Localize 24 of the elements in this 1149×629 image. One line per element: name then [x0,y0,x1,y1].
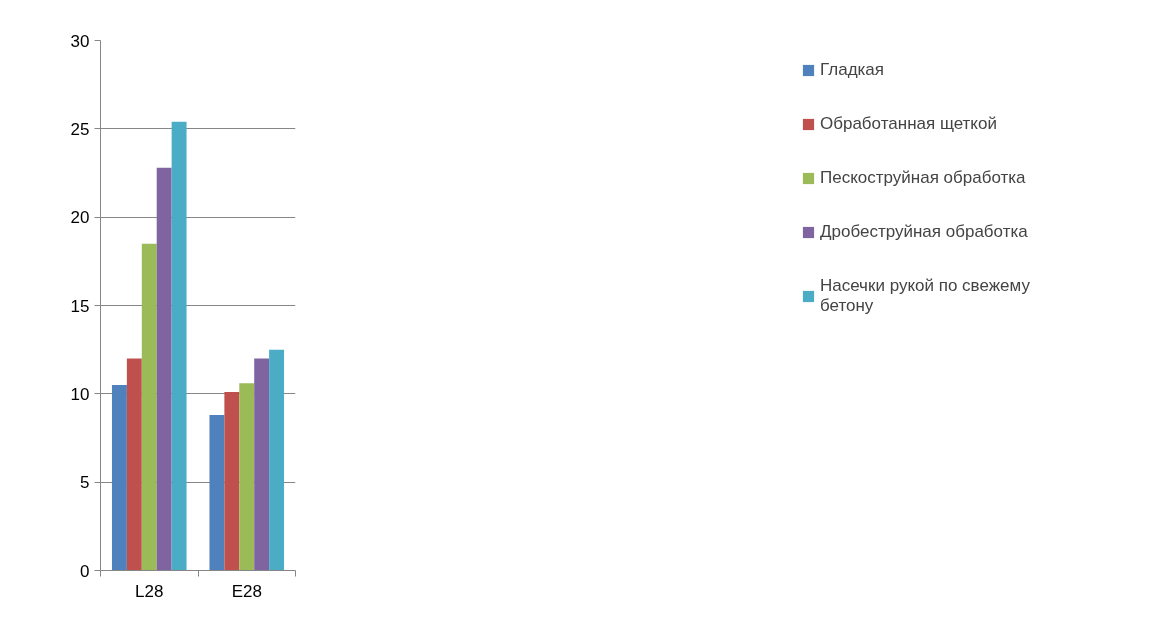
bar [209,415,225,571]
bar [269,349,285,571]
y-tick-label: 15 [70,296,90,316]
legend-label: Обработанная щеткой [820,114,998,134]
y-tick-label: 30 [70,31,90,51]
x-tick-label: L28 [135,581,164,601]
y-tick-label: 10 [70,384,90,404]
bar [171,121,187,571]
bar [126,358,142,571]
legend-label: Гладкая [820,60,885,80]
bar [111,385,127,571]
y-tick-label: 0 [80,561,90,581]
bar [224,392,240,571]
y-tick-label: 20 [70,208,90,228]
y-tick-label: 25 [70,119,90,139]
y-tick-label: 5 [80,473,90,493]
bar [141,243,157,571]
bar [156,167,172,571]
legend-label: Насечки рукой по свежему бетону [820,276,1031,316]
bar [254,358,270,571]
x-tick-label: E28 [231,581,262,601]
legend-label: Пескоструйная обработка [820,168,1027,188]
legend-label: Дробеструйная обработка [820,222,1029,242]
bar [239,383,255,571]
